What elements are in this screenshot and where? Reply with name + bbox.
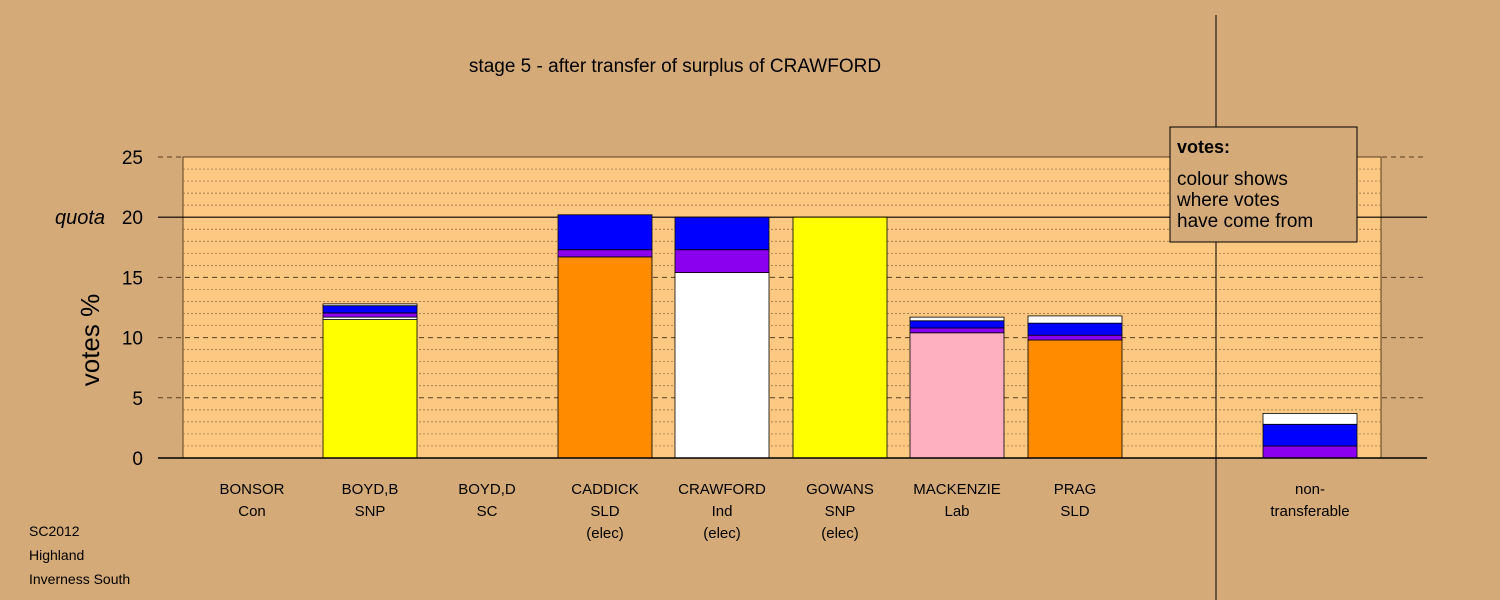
category-label: (elec) (586, 525, 624, 542)
bar-segment (674, 272, 770, 459)
bar-caddick (557, 214, 653, 459)
category-label: CADDICK (571, 481, 639, 498)
legend-line-3: have come from (1177, 211, 1313, 232)
bar-prag (1027, 315, 1123, 459)
quota-label: quota (55, 207, 105, 229)
bar-segment (674, 249, 770, 273)
chart-title: stage 5 - after transfer of surplus of C… (469, 56, 881, 77)
bar-segment (909, 320, 1005, 329)
category-label: GOWANS (806, 481, 874, 498)
category-label: (elec) (821, 525, 859, 542)
bar-segment (1262, 413, 1358, 425)
bar-segment (674, 216, 770, 251)
category-label: PRAG (1054, 481, 1097, 498)
bar-segment (322, 319, 418, 459)
category-label: SNP (825, 503, 856, 520)
y-tick-label: 20 (122, 208, 143, 229)
bar-segment (322, 312, 418, 318)
bar-segment (1262, 423, 1358, 447)
y-tick-label: 10 (122, 329, 143, 350)
bar-segment (322, 305, 418, 314)
bar-segment (792, 216, 888, 459)
bar-segment (1027, 322, 1123, 336)
legend-line-1: colour shows (1177, 169, 1288, 190)
y-axis-label: votes % (75, 294, 105, 387)
footer-line-2: Highland (29, 547, 84, 563)
bar-segment (909, 327, 1005, 334)
legend-box: votes: colour shows where votes have com… (1169, 126, 1358, 243)
footer-line-3: Inverness South (29, 571, 130, 587)
category-label: MACKENZIE (913, 481, 1001, 498)
bar-segment (557, 214, 653, 251)
legend-frame (1169, 126, 1358, 243)
category-label: CRAWFORD (678, 481, 766, 498)
bar-segment (1027, 334, 1123, 341)
bar-nontransferable (1262, 413, 1358, 459)
y-tick-label: 5 (132, 389, 143, 410)
category-label: Ind (712, 503, 733, 520)
footer-line-1: SC2012 (29, 523, 80, 539)
category-label: SLD (1060, 503, 1089, 520)
bar-segment (909, 332, 1005, 459)
category-label: SNP (355, 503, 386, 520)
bar-gowans (792, 216, 888, 459)
nontransferable-label: non- (1295, 481, 1325, 498)
y-tick-label: 25 (122, 148, 143, 169)
bar-segment (557, 256, 653, 459)
category-label: BOYD,B (342, 481, 399, 498)
category-label: Con (238, 503, 266, 520)
legend-line-2: where votes (1176, 190, 1279, 211)
bar-segment (909, 316, 1005, 322)
category-label: SLD (590, 503, 619, 520)
bar-mackenzie (909, 316, 1005, 459)
bar-segment (1262, 445, 1358, 459)
bar-segment (322, 303, 418, 307)
bar-segment (1027, 315, 1123, 324)
category-label: BONSOR (219, 481, 284, 498)
legend-title: votes: (1177, 137, 1230, 157)
bar-boyd-b (322, 303, 418, 459)
category-label: (elec) (703, 525, 741, 542)
bar-segment (1027, 339, 1123, 459)
category-label: BOYD,D (458, 481, 516, 498)
category-label: Lab (944, 503, 969, 520)
category-label: SC (477, 503, 498, 520)
nontransferable-label: transferable (1270, 503, 1349, 520)
bar-crawford (674, 216, 770, 459)
bar-segment (557, 249, 653, 258)
y-tick-label: 0 (132, 449, 143, 470)
y-tick-label: 15 (122, 268, 143, 289)
